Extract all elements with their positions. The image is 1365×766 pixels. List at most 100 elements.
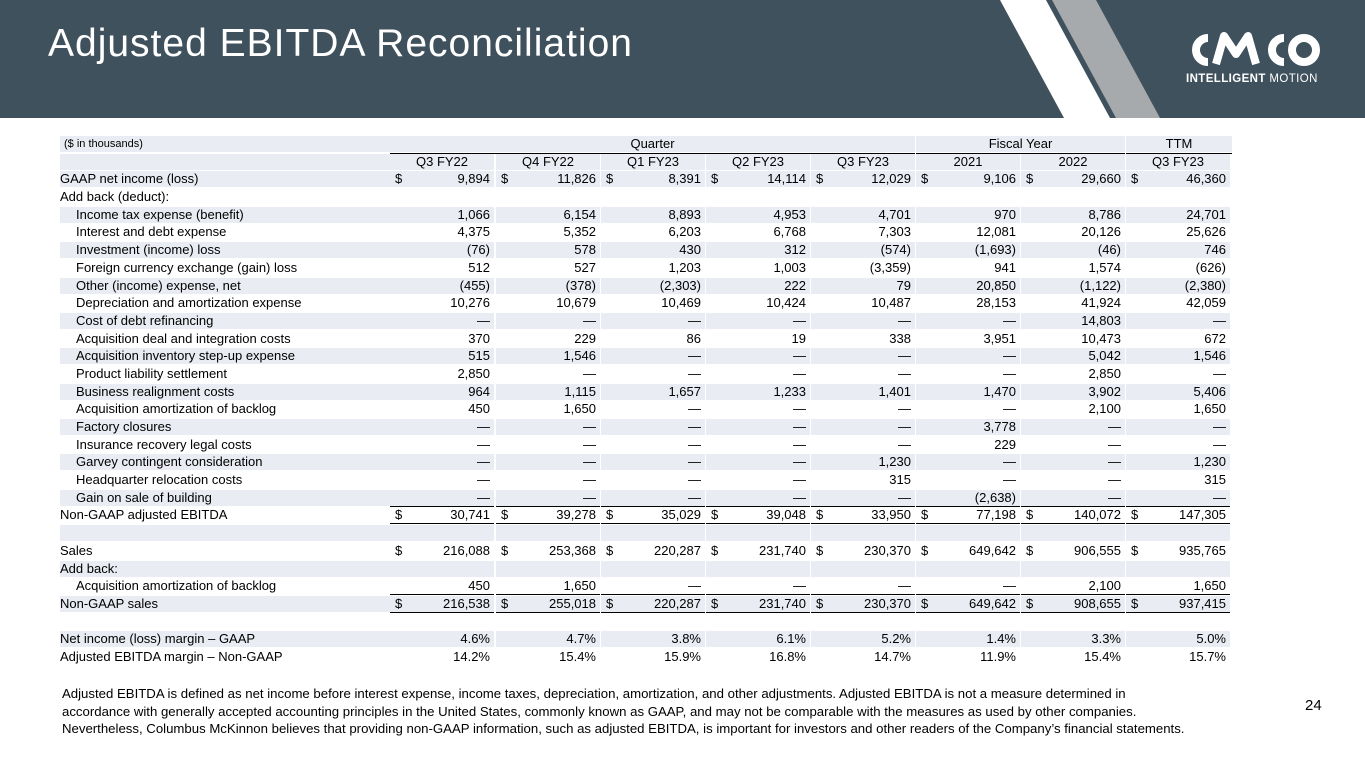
cell-value: 672 (1204, 330, 1226, 346)
dollar-sign: $ (1026, 171, 1034, 187)
cell-value: — (688, 312, 701, 328)
cell-value: 1,066 (457, 206, 490, 222)
cell-underline (601, 611, 705, 613)
table-cell (916, 560, 1020, 577)
cell-value: 970 (994, 206, 1016, 222)
dollar-sign: $ (395, 171, 403, 187)
row-label: Investment (income) loss (60, 242, 390, 259)
row-label: Garvey contingent consideration (60, 454, 390, 471)
cell-value: 10,679 (556, 295, 596, 311)
row-label: Interest and debt expense (76, 224, 227, 240)
table-cell: 527 (496, 260, 600, 276)
table-cell: 229 (496, 331, 600, 347)
table-cell: $147,305 (1126, 507, 1230, 525)
table-cell (811, 560, 915, 577)
cell-underline (916, 523, 1020, 525)
cell-underline (811, 505, 915, 507)
cell-underline (706, 611, 810, 613)
table-cell: — (706, 401, 810, 417)
table-cell: 229 (916, 437, 1020, 453)
table-cell: (3,359) (811, 260, 915, 276)
table-cell: $14,114 (706, 171, 810, 188)
table-row: Sales $216,088 $253,368 $220,287 $231,740 $23… (60, 543, 1232, 561)
table-cell: $216,538 (390, 595, 494, 613)
cell-value: — (688, 454, 701, 470)
cell-value: — (688, 489, 701, 505)
table-cell: 15.9% (601, 649, 705, 665)
table-cell: $231,740 (706, 595, 810, 613)
cmco-logo-icon (1192, 32, 1320, 66)
table-row: Business realignment costs 964 1,115 1,657 1… (60, 383, 1232, 402)
table-cell: 14,803 (1021, 312, 1125, 329)
cell-value: 1,650 (563, 578, 596, 594)
group-header-fiscal-year: Fiscal Year (916, 136, 1125, 152)
table-cell: — (1021, 454, 1125, 471)
table-cell: — (706, 578, 810, 596)
table-cell: 1,470 (916, 383, 1020, 400)
cell-value: — (898, 348, 911, 364)
table-row: Add back: (60, 560, 1232, 579)
group-header-underline (916, 152, 1125, 154)
row-label: Foreign currency exchange (gain) loss (76, 259, 298, 275)
dollar-sign: $ (921, 542, 929, 558)
cell-value: 1,470 (983, 383, 1016, 399)
table-cell: 8,786 (1021, 206, 1125, 223)
group-header-underline (390, 152, 915, 154)
table-cell (706, 560, 810, 577)
cell-value: 4,953 (773, 206, 806, 222)
table-cell: 24,701 (1126, 206, 1230, 223)
cell-underline (1021, 505, 1125, 507)
table-cell: — (1021, 419, 1125, 435)
table-cell: $33,950 (811, 507, 915, 525)
table-row: GAAP net income (loss) $9,894 $11,826 $8,39… (60, 171, 1232, 189)
table-cell (916, 525, 1020, 542)
table-cell: 6,203 (601, 224, 705, 240)
cell-value: 28,153 (976, 295, 1016, 311)
cell-value: 15.7% (1189, 648, 1226, 664)
row-label: Headquarter relocation costs (76, 472, 243, 488)
table-row: Gain on sale of building — — — — — (2,638) — — (60, 489, 1232, 508)
cell-value: 7,303 (878, 224, 911, 240)
table-cell: 222 (706, 277, 810, 294)
cell-value: 1,546 (563, 348, 596, 364)
row-label: GAAP net income (loss) (60, 171, 390, 188)
table-cell: 16.8% (706, 649, 810, 665)
column-header-blank (60, 153, 390, 170)
cell-value: 527 (574, 259, 596, 275)
table-cell (1021, 560, 1125, 577)
dollar-sign: $ (921, 507, 929, 523)
cell-value: 41,924 (1081, 295, 1121, 311)
table-cell: 4.7% (496, 631, 600, 648)
cell-value: — (793, 419, 806, 434)
table-cell: 20,850 (916, 277, 1020, 294)
table-row: Acquisition amortization of backlog 450 1,… (60, 578, 1232, 596)
table-cell: 1,650 (496, 578, 600, 596)
cell-value: — (583, 312, 596, 328)
table-cell: — (916, 348, 1020, 365)
cell-value: 46,360 (1186, 171, 1226, 187)
cell-value: 1,401 (878, 383, 911, 399)
cell-value: 9,106 (983, 171, 1016, 187)
cell-underline (1126, 594, 1230, 596)
table-cell: 450 (390, 401, 494, 417)
column-header: Q4 FY22 (496, 153, 600, 170)
cell-value: 86 (686, 330, 701, 346)
table-cell: — (916, 472, 1020, 488)
table-row: Investment (income) loss (76) 578 430 312 (57… (60, 242, 1232, 260)
table-cell: 1,233 (706, 383, 810, 400)
table-cell: — (1021, 472, 1125, 488)
table-cell: 20,126 (1021, 224, 1125, 240)
table-cell: — (811, 578, 915, 596)
table-cell: 1,650 (1126, 401, 1230, 417)
cell-underline (916, 505, 1020, 507)
cell-underline (1126, 523, 1230, 525)
table-cell: 370 (390, 331, 494, 347)
table-cell: 6,154 (496, 206, 600, 223)
table-cell: $39,278 (496, 507, 600, 525)
table-cell: 1,657 (601, 383, 705, 400)
table-cell (1126, 614, 1230, 630)
cell-value: 649,642 (969, 542, 1016, 558)
cell-value: 39,278 (556, 507, 596, 523)
table-cell: 2,100 (1021, 401, 1125, 417)
cell-value: 15.4% (559, 648, 596, 664)
